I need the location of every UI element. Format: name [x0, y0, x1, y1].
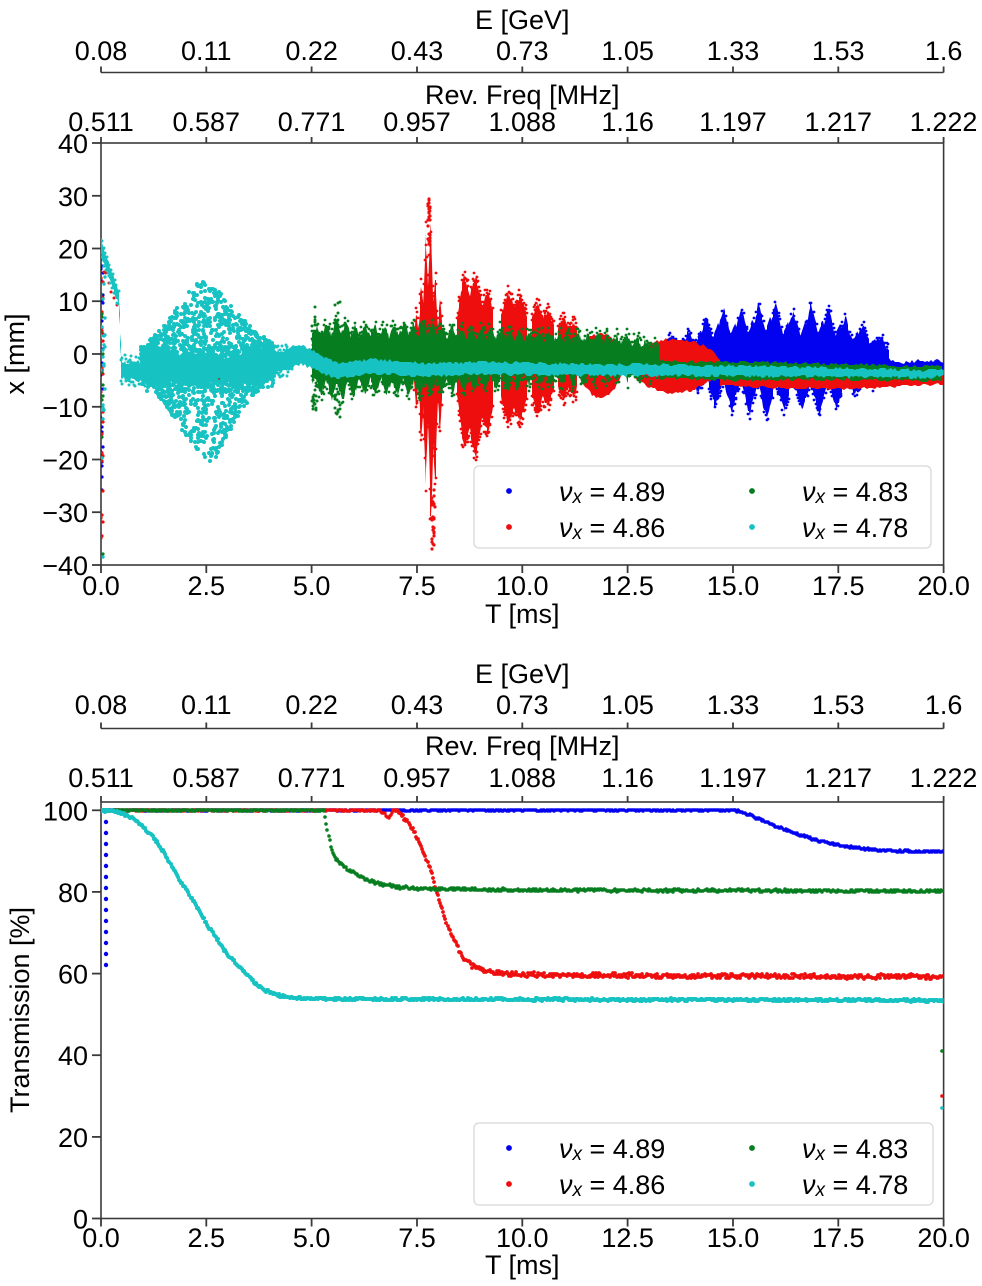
svg-text:0.511: 0.511 [68, 763, 134, 793]
svg-text:1.53: 1.53 [812, 36, 865, 66]
svg-text:10.0: 10.0 [496, 1223, 549, 1253]
svg-text:1.222: 1.222 [910, 763, 978, 793]
svg-text:2.5: 2.5 [188, 571, 226, 601]
svg-text:1.16: 1.16 [601, 763, 654, 793]
svg-text:0.511: 0.511 [68, 107, 134, 137]
svg-text:7.5: 7.5 [398, 571, 436, 601]
svg-text:0.22: 0.22 [285, 690, 338, 720]
svg-text:80: 80 [58, 878, 88, 908]
svg-text:0.587: 0.587 [173, 763, 241, 793]
svg-text:5.0: 5.0 [293, 1223, 331, 1253]
svg-text:Transmission [%]: Transmission [%] [5, 907, 35, 1113]
svg-text:30: 30 [58, 182, 88, 212]
svg-text:νx = 4.78: νx = 4.78 [802, 1170, 908, 1201]
svg-text:12.5: 12.5 [601, 571, 654, 601]
svg-text:17.5: 17.5 [812, 1223, 865, 1253]
svg-text:5.0: 5.0 [293, 571, 331, 601]
svg-text:1.33: 1.33 [707, 690, 760, 720]
svg-text:10: 10 [58, 287, 88, 317]
svg-text:νx = 4.89: νx = 4.89 [559, 477, 665, 508]
svg-text:x [mm]: x [mm] [0, 314, 30, 395]
svg-text:0.73: 0.73 [496, 36, 549, 66]
svg-text:0.08: 0.08 [75, 690, 128, 720]
svg-text:10.0: 10.0 [496, 571, 549, 601]
svg-text:17.5: 17.5 [812, 571, 865, 601]
svg-text:60: 60 [58, 960, 88, 990]
svg-text:1.05: 1.05 [601, 690, 654, 720]
svg-text:1.16: 1.16 [601, 107, 654, 137]
svg-text:0.771: 0.771 [278, 107, 346, 137]
svg-text:E [GeV]: E [GeV] [475, 5, 570, 35]
svg-text:0.11: 0.11 [181, 36, 232, 66]
svg-text:T [ms]: T [ms] [485, 599, 560, 629]
svg-text:0.957: 0.957 [383, 763, 451, 793]
svg-text:νx = 4.89: νx = 4.89 [559, 1134, 665, 1165]
svg-text:1.6: 1.6 [925, 36, 963, 66]
svg-text:νx = 4.83: νx = 4.83 [802, 477, 908, 508]
svg-text:0.0: 0.0 [82, 571, 120, 601]
svg-text:100: 100 [43, 796, 88, 826]
svg-text:T [ms]: T [ms] [485, 1250, 560, 1280]
svg-text:1.33: 1.33 [707, 36, 760, 66]
svg-text:−40: −40 [42, 551, 88, 581]
svg-text:2.5: 2.5 [188, 1223, 226, 1253]
svg-text:0.43: 0.43 [391, 690, 444, 720]
svg-text:Rev. Freq [MHz]: Rev. Freq [MHz] [425, 731, 620, 761]
svg-text:0.957: 0.957 [383, 107, 451, 137]
svg-text:20: 20 [58, 235, 88, 265]
svg-text:−10: −10 [42, 393, 88, 423]
svg-text:0.43: 0.43 [391, 36, 444, 66]
svg-text:νx = 4.86: νx = 4.86 [559, 1170, 665, 1201]
svg-text:15.0: 15.0 [707, 1223, 760, 1253]
svg-text:0: 0 [73, 1205, 88, 1235]
svg-text:−30: −30 [42, 498, 88, 528]
svg-text:1.05: 1.05 [601, 36, 654, 66]
svg-text:−20: −20 [42, 446, 88, 476]
svg-text:0: 0 [73, 340, 88, 370]
svg-text:15.0: 15.0 [707, 571, 760, 601]
svg-text:0.22: 0.22 [285, 36, 338, 66]
svg-text:1.6: 1.6 [925, 690, 963, 720]
svg-text:0.587: 0.587 [173, 107, 241, 137]
svg-text:1.088: 1.088 [489, 107, 557, 137]
svg-text:E [GeV]: E [GeV] [475, 659, 570, 689]
svg-text:0.0: 0.0 [82, 1223, 120, 1253]
svg-text:0.73: 0.73 [496, 690, 549, 720]
svg-text:20: 20 [58, 1123, 88, 1153]
svg-text:νx = 4.83: νx = 4.83 [802, 1134, 908, 1165]
svg-text:1.217: 1.217 [805, 107, 873, 137]
svg-text:0.771: 0.771 [278, 763, 346, 793]
svg-text:νx = 4.86: νx = 4.86 [559, 513, 665, 544]
svg-text:0.08: 0.08 [75, 36, 128, 66]
svg-text:1.088: 1.088 [489, 763, 557, 793]
svg-text:1.197: 1.197 [699, 763, 767, 793]
svg-text:0.11: 0.11 [181, 690, 232, 720]
svg-text:1.217: 1.217 [805, 763, 873, 793]
svg-text:Rev. Freq [MHz]: Rev. Freq [MHz] [425, 80, 620, 110]
svg-text:1.197: 1.197 [699, 107, 767, 137]
svg-text:40: 40 [58, 129, 88, 159]
svg-text:1.53: 1.53 [812, 690, 865, 720]
svg-text:12.5: 12.5 [601, 1223, 654, 1253]
svg-text:1.222: 1.222 [910, 107, 978, 137]
svg-text:20.0: 20.0 [917, 1223, 970, 1253]
svg-text:νx = 4.78: νx = 4.78 [802, 513, 908, 544]
svg-text:40: 40 [58, 1041, 88, 1071]
svg-text:7.5: 7.5 [398, 1223, 436, 1253]
svg-text:20.0: 20.0 [917, 571, 970, 601]
